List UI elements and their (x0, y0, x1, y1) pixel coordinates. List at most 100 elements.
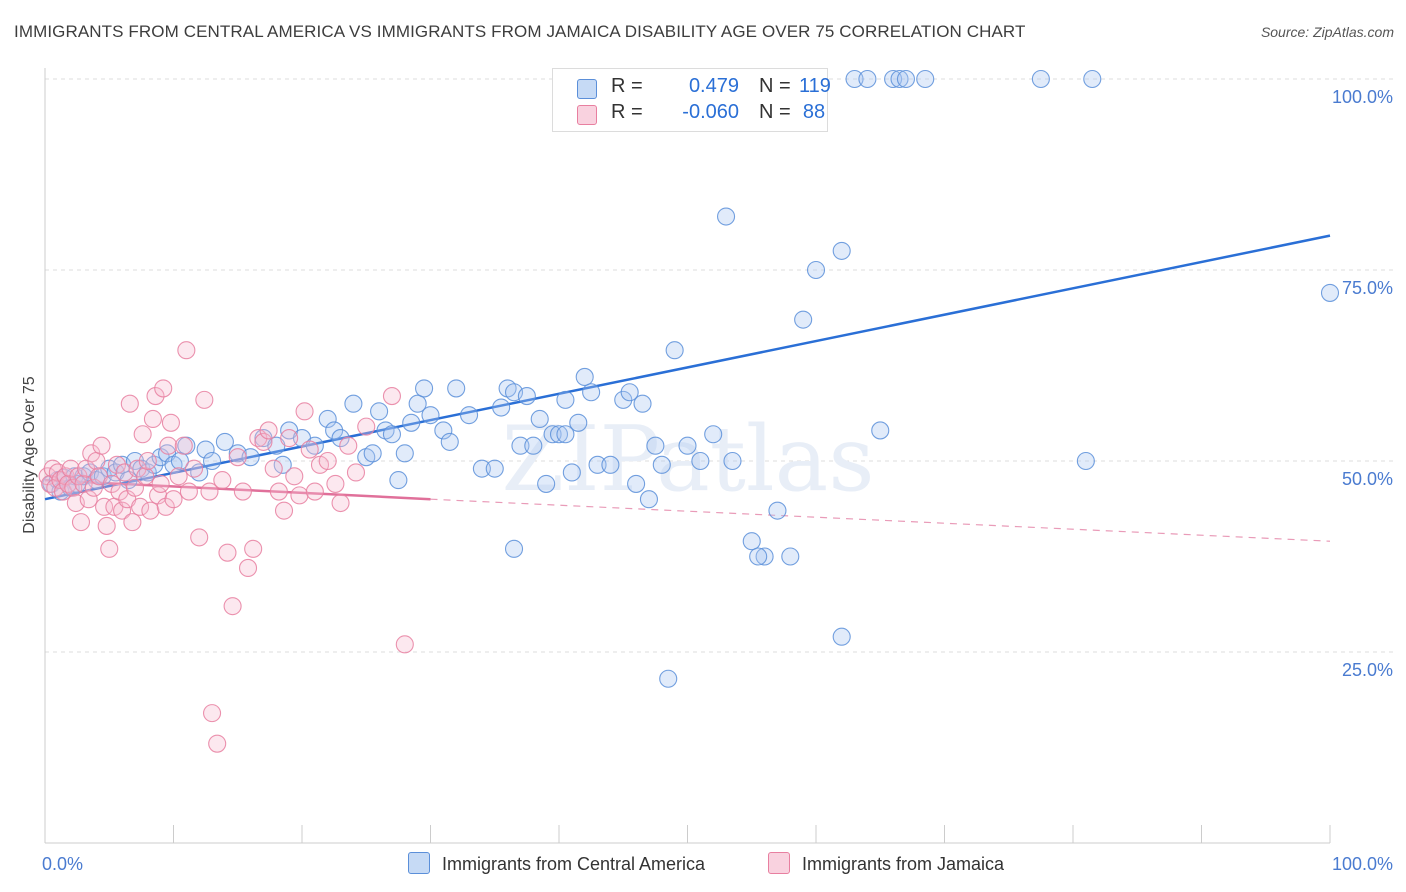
jamaica-point (113, 501, 132, 520)
legend-swatch-pink (577, 105, 597, 125)
central-america-point (395, 444, 414, 463)
central-america-point (858, 69, 877, 89)
central-america-point (215, 432, 234, 451)
central-america-point (884, 69, 903, 89)
central-america-point (530, 409, 549, 429)
y-tick-label: 75.0% (1342, 278, 1393, 298)
central-america-point (485, 459, 504, 478)
jamaica-point (223, 597, 242, 616)
central-america-point (472, 459, 491, 478)
jamaica-point (339, 436, 358, 455)
central-america-point (742, 532, 761, 551)
y-tick-label: 50.0% (1342, 469, 1393, 489)
central-america-point (421, 406, 440, 425)
jamaica-trend-line (44, 478, 431, 501)
central-america-point (415, 379, 434, 398)
central-america-point (768, 501, 787, 520)
jamaica-point (213, 471, 232, 490)
jamaica-point (331, 493, 350, 513)
legend-r-label: R = (611, 75, 643, 97)
legend-swatch-blue (577, 79, 597, 99)
jamaica-point (161, 413, 180, 432)
jamaica-point (228, 448, 247, 467)
y-tick-labels: 25.0% 50.0% 75.0% 100.0% (1332, 87, 1393, 680)
central-america-point (659, 669, 678, 688)
jamaica-point (177, 341, 196, 360)
central-america-point (370, 402, 389, 421)
jamaica-point (123, 513, 142, 532)
jamaica-point (300, 440, 319, 459)
jamaica-point (107, 455, 127, 474)
jamaica-point (290, 486, 309, 505)
jamaica-point (274, 501, 294, 520)
central-america-point (556, 425, 575, 444)
jamaica-point (280, 429, 299, 448)
jamaica-point (195, 390, 214, 409)
jamaica-point (326, 474, 345, 493)
jamaica-point (136, 467, 155, 486)
jamaica-point (382, 387, 402, 406)
central-america-point (511, 436, 530, 455)
central-america-point (633, 394, 652, 413)
correlation-legend: R = 0.479 N = 119 R = -0.060 N = 88 (552, 68, 831, 132)
central-america-point (794, 310, 813, 329)
central-america-point (203, 451, 222, 471)
central-america-point (543, 425, 562, 444)
central-america-point (665, 341, 684, 360)
legend-n-value: 88 (802, 101, 826, 123)
chart-title: IMMIGRANTS FROM CENTRAL AMERICA VS IMMIG… (14, 22, 1026, 41)
jamaica-point (318, 451, 337, 471)
central-america-point (749, 547, 768, 566)
central-america-point (382, 425, 402, 444)
central-america-point (440, 432, 459, 451)
central-america-point (652, 455, 671, 474)
jamaica-point (151, 474, 170, 493)
central-america-point (646, 436, 665, 455)
central-america-point (832, 627, 851, 646)
central-america-point (318, 409, 337, 429)
jamaica-point (169, 467, 188, 486)
jamaica-point (64, 478, 83, 497)
central-america-point (916, 69, 935, 89)
central-america-point (588, 455, 607, 474)
jamaica-point (87, 451, 106, 471)
jamaica-point (244, 539, 263, 558)
bottom-legend-jamaica: Immigrants from Jamaica (768, 852, 1004, 875)
jamaica-point (208, 734, 227, 753)
central-america-point (434, 421, 453, 440)
central-america-point (325, 421, 344, 440)
central-america-point (556, 390, 575, 409)
central-america-point (627, 474, 646, 493)
legend-n-label: N = (759, 101, 791, 123)
jamaica-point (238, 558, 258, 578)
central-america-point (170, 451, 189, 471)
central-america-point (1031, 69, 1050, 89)
jamaica-point (346, 463, 366, 482)
jamaica-point (285, 467, 304, 486)
bottom-legend-swatch-blue (408, 852, 430, 874)
jamaica-point (259, 421, 278, 440)
jamaica-point (97, 516, 116, 535)
jamaica-point (120, 394, 139, 413)
central-america-point (620, 383, 639, 402)
x-tick-label: 100.0% (1332, 854, 1393, 874)
central-america-point (241, 448, 260, 467)
legend-r-value: 0.479 (688, 75, 739, 97)
central-america-point (781, 547, 800, 566)
legend-n-label: N = (759, 75, 791, 97)
central-america-point (331, 429, 350, 448)
y-tick-label: 100.0% (1332, 87, 1393, 107)
jamaica-point (143, 409, 162, 429)
jamaica-point (185, 459, 204, 478)
jamaica-point (233, 482, 252, 501)
jamaica-point (269, 482, 288, 501)
y-axis-label: Disability Age Over 75 (21, 376, 38, 534)
jamaica-point (203, 704, 222, 723)
bottom-legend-label: Immigrants from Jamaica (802, 854, 1005, 874)
central-america-point (562, 463, 581, 482)
central-america-point (896, 69, 916, 89)
jamaica-point (92, 436, 111, 455)
central-america-point (549, 425, 569, 444)
jamaica-point (141, 501, 160, 520)
source-label: Source: ZipAtlas.com (1260, 24, 1394, 40)
